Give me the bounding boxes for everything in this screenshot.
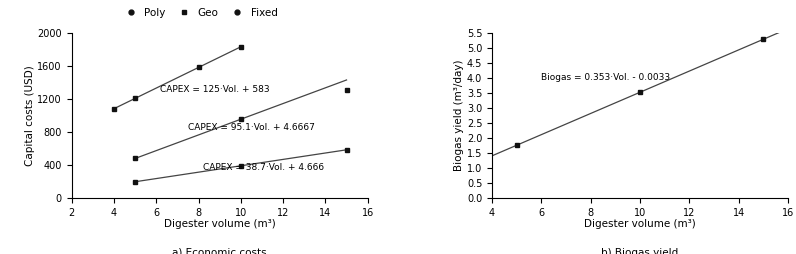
X-axis label: Digester volume (m³): Digester volume (m³) [164, 219, 275, 229]
Y-axis label: Capital costs (USD): Capital costs (USD) [25, 65, 34, 166]
Text: CAPEX = 125·Vol. + 583: CAPEX = 125·Vol. + 583 [161, 85, 270, 94]
Text: Biogas = 0.353·Vol. - 0.0033: Biogas = 0.353·Vol. - 0.0033 [541, 73, 670, 82]
Text: CAPEX = 95.1·Vol. + 4.6667: CAPEX = 95.1·Vol. + 4.6667 [188, 123, 314, 132]
Legend: Poly, Geo, Fixed: Poly, Geo, Fixed [120, 8, 278, 18]
Text: b) Biogas yield: b) Biogas yield [602, 248, 679, 254]
Text: CAPEX = 38.7·Vol. + 4.666: CAPEX = 38.7·Vol. + 4.666 [203, 163, 324, 172]
Text: a) Economic costs: a) Economic costs [173, 248, 267, 254]
X-axis label: Digester volume (m³): Digester volume (m³) [584, 219, 696, 229]
Y-axis label: Biogas yield (m³/day): Biogas yield (m³/day) [454, 60, 464, 171]
